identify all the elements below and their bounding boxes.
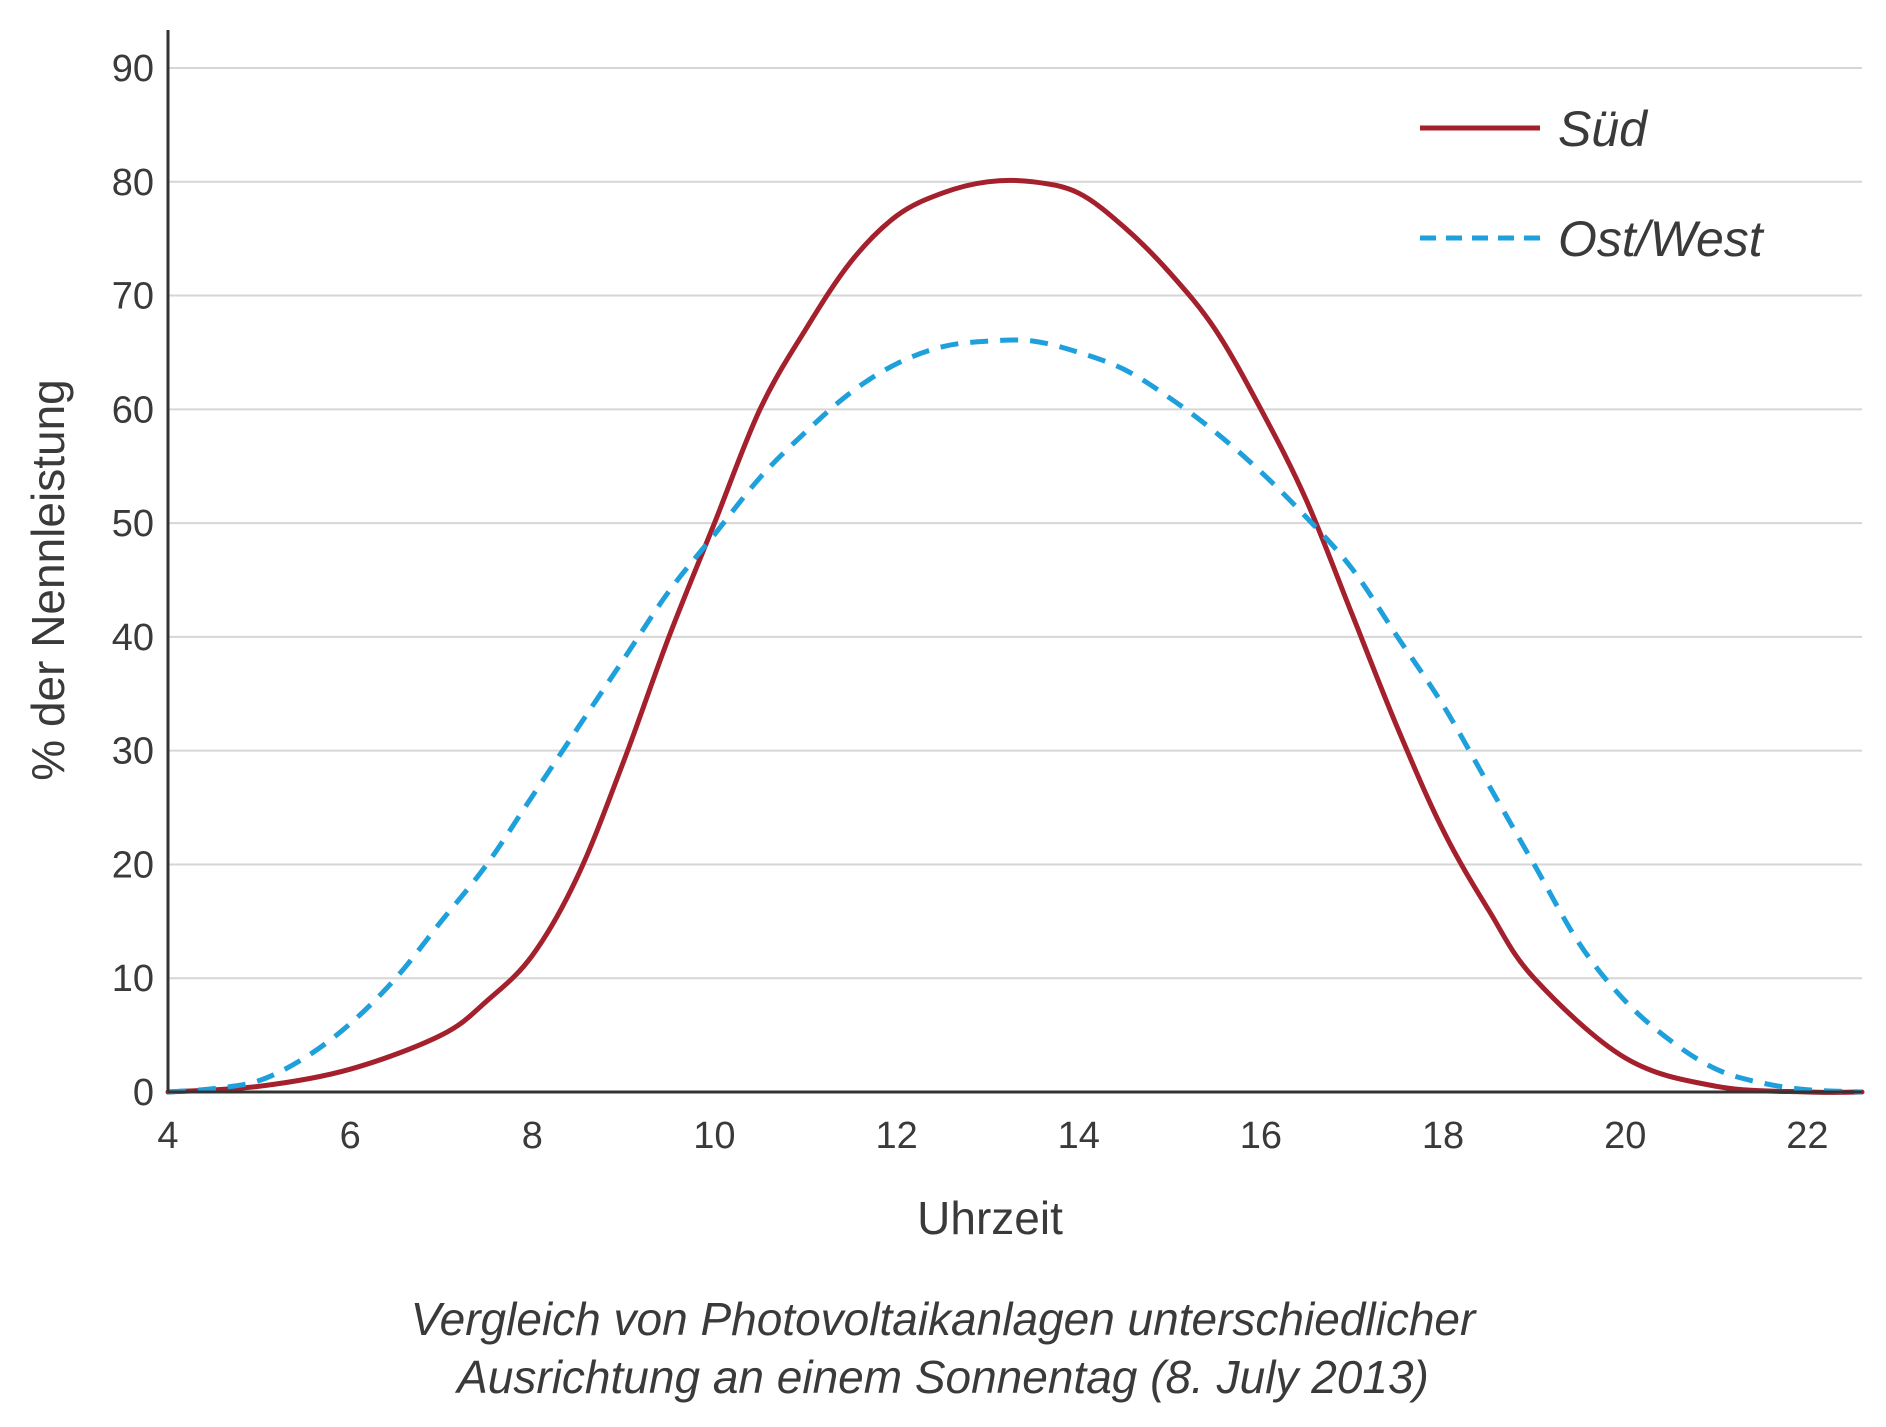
series-line-2: [167, 337, 1863, 1095]
x-tick-label-10: 10: [693, 1115, 735, 1157]
y-axis-title: % der Nennleistung: [22, 379, 74, 780]
figure-caption: Vergleich von Photovoltaikanlagen unters…: [0, 1290, 1886, 1406]
y-tick-label-30: 30: [112, 731, 154, 773]
x-tick-label-8: 8: [522, 1115, 543, 1157]
caption-line-2: Ausrichtung an einem Sonnentag (8. July …: [457, 1351, 1429, 1403]
series-line-1: [165, 177, 1865, 1095]
x-tick-label-22: 22: [1786, 1115, 1828, 1157]
x-tick-label-12: 12: [875, 1115, 917, 1157]
x-tick-label-14: 14: [1058, 1115, 1100, 1157]
y-tick-label-40: 40: [112, 617, 154, 659]
series-lines: [165, 177, 1865, 1095]
x-tick-label-18: 18: [1422, 1115, 1464, 1157]
gridlines: [168, 67, 1862, 980]
y-tick-label-80: 80: [112, 162, 154, 204]
x-axis-ticks: 4 6 8 10 12 14 16 18 20 22: [157, 1115, 1828, 1157]
caption-line-1: Vergleich von Photovoltaikanlagen unters…: [410, 1293, 1476, 1345]
y-tick-label-90: 90: [112, 48, 154, 90]
legend-label-1: Süd: [1558, 101, 1649, 157]
y-tick-label-10: 10: [112, 958, 154, 1000]
x-tick-label-16: 16: [1240, 1115, 1282, 1157]
y-tick-label-70: 70: [112, 276, 154, 318]
x-tick-label-6: 6: [340, 1115, 361, 1157]
legend-label-2: Ost/West: [1558, 211, 1765, 267]
x-axis-title: Uhrzeit: [917, 1192, 1063, 1244]
y-tick-label-60: 60: [112, 389, 154, 431]
y-tick-label-0: 0: [133, 1072, 154, 1114]
x-tick-label-20: 20: [1604, 1115, 1646, 1157]
legend: Süd Ost/West: [1420, 101, 1765, 267]
y-tick-label-20: 20: [112, 844, 154, 886]
y-axis-ticks: 0 10 20 30 40 50 60 70 80 90: [112, 48, 154, 1114]
x-tick-label-4: 4: [157, 1115, 178, 1157]
y-tick-label-50: 50: [112, 503, 154, 545]
